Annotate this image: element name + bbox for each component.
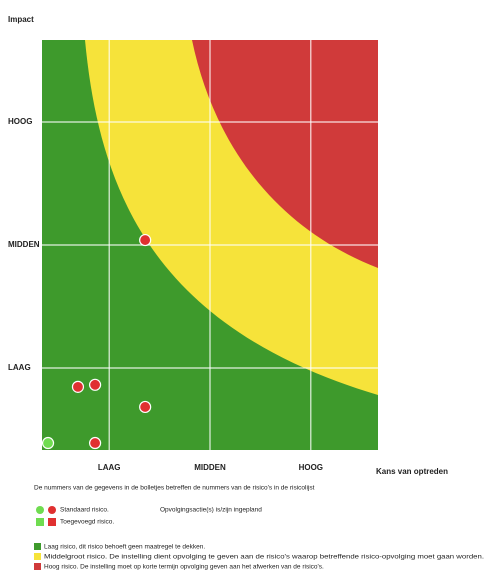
x-tick-label: HOOG: [299, 463, 323, 472]
x-tick-label: LAAG: [98, 463, 121, 472]
note: De nummers van de gegevens in de bolletj…: [34, 485, 315, 492]
legend-icon: [36, 518, 44, 526]
legend-label: Hoog risico. De instelling moet op korte…: [44, 564, 324, 571]
point: [88, 378, 102, 391]
legend-icon: [34, 553, 41, 560]
point: [88, 436, 102, 450]
legend-icon: [36, 506, 44, 514]
legend-icon: [34, 563, 41, 570]
zone-high: [192, 40, 378, 268]
legend-label: Standaard risico.: [60, 507, 109, 514]
legend-icon: [34, 543, 41, 550]
legend-icon: [48, 518, 56, 526]
legend-icon: [48, 506, 56, 514]
y-axis-label: Impact: [8, 15, 34, 24]
y-tick-label: HOOG: [8, 117, 32, 126]
x-axis-label: Kans van optreden: [376, 467, 448, 476]
y-tick-label: MIDDEN: [8, 240, 40, 249]
legend-label: Opvolgingsactie(s) is/zijn ingepland: [160, 507, 262, 514]
point: [139, 400, 152, 414]
legend-label: Toegevoegd risico.: [60, 519, 114, 526]
y-tick-label: LAAG: [8, 363, 31, 372]
legend-label: Middelgroot risico. De instelling dient …: [44, 554, 484, 561]
legend: Standaard risico. Opvolgingsactie(s) is/…: [34, 506, 484, 571]
point: [139, 233, 152, 247]
point: [71, 380, 85, 393]
x-tick-label: MIDDEN: [194, 463, 226, 472]
point: [41, 436, 55, 450]
legend-label: Laag risico, dit risico behoeft geen maa…: [44, 544, 205, 551]
